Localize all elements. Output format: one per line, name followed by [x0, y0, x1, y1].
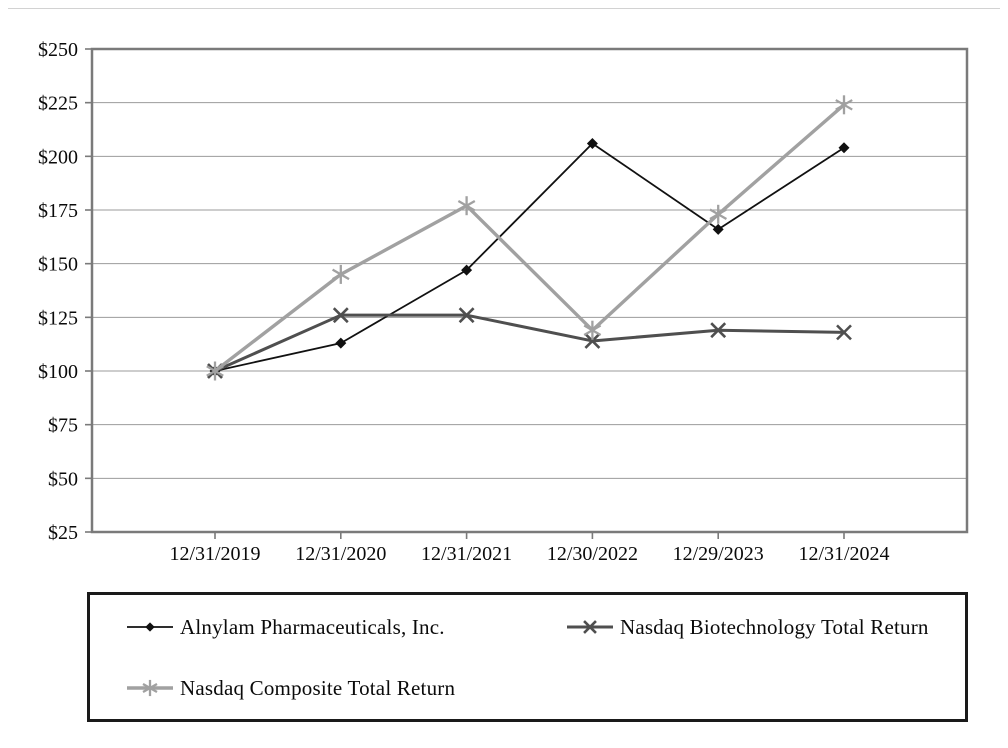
y-axis-labels: $25 $50 $75 $100 $125 $150 $175 $200 $225 $250 — [38, 39, 78, 544]
plot-area-border — [90, 47, 969, 534]
svg-text:$250: $250 — [38, 39, 78, 61]
svg-text:$200: $200 — [38, 146, 78, 168]
legend-label-nasdaq-composite: Nasdaq Composite Total Return — [180, 675, 456, 700]
legend-label-nasdaq-biotechnology: Nasdaq Biotechnology Total Return — [620, 614, 929, 639]
series-nasdaq-biotechnology-total-return — [207, 307, 852, 379]
svg-text:$100: $100 — [38, 361, 78, 383]
document-divider-line — [8, 8, 1000, 9]
svg-text:$175: $175 — [38, 200, 78, 222]
x-axis-ticks — [214, 532, 845, 539]
legend-item-nasdaq-biotechnology: Nasdaq Biotechnology Total Return — [567, 613, 929, 641]
legend-item-alnylam-pharmaceuticals: Alnylam Pharmaceuticals, Inc. — [127, 613, 445, 641]
star-marker-icon — [127, 679, 173, 697]
svg-text:12/31/2021: 12/31/2021 — [421, 543, 512, 565]
stock-performance-line-chart: $25 $50 $75 $100 $125 $150 $175 $200 $225 $250 12/… — [38, 39, 969, 565]
svg-text:12/31/2020: 12/31/2020 — [295, 543, 386, 565]
svg-text:$150: $150 — [38, 254, 78, 276]
svg-text:12/29/2023: 12/29/2023 — [673, 543, 764, 565]
x-axis-labels: 12/31/2019 12/31/2020 12/31/2021 12/30/2022… — [169, 543, 889, 565]
svg-text:$50: $50 — [48, 468, 78, 490]
svg-text:12/31/2019: 12/31/2019 — [169, 543, 260, 565]
legend-item-nasdaq-composite: Nasdaq Composite Total Return — [127, 674, 455, 702]
svg-text:$125: $125 — [38, 307, 78, 329]
svg-text:12/30/2022: 12/30/2022 — [547, 543, 638, 565]
y-gridlines — [92, 102, 967, 479]
svg-text:$225: $225 — [38, 93, 78, 115]
svg-text:12/31/2024: 12/31/2024 — [798, 543, 889, 565]
diamond-marker-icon — [127, 622, 173, 632]
series-alnylam-pharmaceuticals-inc — [209, 137, 850, 377]
svg-text:$75: $75 — [48, 415, 78, 437]
svg-text:$25: $25 — [48, 522, 78, 544]
x-marker-icon — [567, 620, 613, 634]
series-nasdaq-composite-total-return — [206, 95, 853, 381]
chart-legend: Alnylam Pharmaceuticals, Inc. Nasdaq Bio… — [87, 592, 968, 722]
legend-label-alnylam: Alnylam Pharmaceuticals, Inc. — [180, 614, 445, 639]
